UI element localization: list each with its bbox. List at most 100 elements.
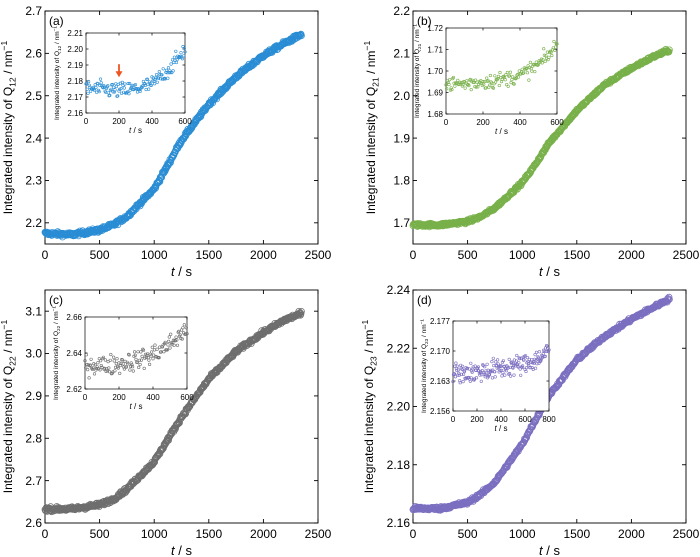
inset-data-point <box>508 74 512 78</box>
inset-data-point <box>481 79 485 84</box>
inset-data-point <box>488 83 492 87</box>
inset-data-point <box>180 337 184 341</box>
inset-data-point <box>462 370 467 374</box>
panel-1: 0 500 1000 1500 2000 25001.71.81.92.02.12.2(b… <box>362 4 699 279</box>
panel-2: 0 500 1000 1500 2000 25002.62.72.82.93.03.1(c… <box>0 289 332 557</box>
inset-data-point <box>163 340 167 345</box>
inset-data-point <box>445 87 449 91</box>
inset-data-point <box>147 358 151 362</box>
main-y-tick-label: 2.8 <box>25 431 42 445</box>
inset-data-point <box>122 367 126 371</box>
inset-data-point <box>482 79 487 84</box>
main-x-tick-label: 1500 <box>195 248 222 262</box>
inset-data-point <box>494 360 498 364</box>
main-x-tick-label: 500 <box>458 248 478 262</box>
panel-3: 0 500 1000 1500 2000 25002.162.182.202.222.24… <box>360 283 699 557</box>
inset-data-point <box>528 60 533 65</box>
data-point <box>666 46 673 54</box>
inset-data-point <box>178 333 182 337</box>
inset-data-point <box>453 84 457 88</box>
inset-data-point <box>462 372 466 376</box>
inset-data-point <box>118 363 122 368</box>
inset-data-point <box>521 71 525 75</box>
inset-data-point <box>148 352 152 356</box>
inset-data-point <box>149 354 153 358</box>
inset-data-point <box>155 72 159 77</box>
inset-data-point <box>531 367 535 372</box>
inset-data-point <box>168 346 172 350</box>
main-y-tick-label: 2.18 <box>387 458 411 472</box>
inset-data-point <box>469 361 473 365</box>
inset-data-point <box>137 358 141 362</box>
inset-data-point <box>541 58 545 62</box>
inset-data-point <box>138 362 142 367</box>
data-point <box>169 152 177 160</box>
inset-data-point <box>501 370 505 375</box>
inset-data-point <box>126 362 130 366</box>
inset-data-point <box>165 348 169 352</box>
main-x-tick-label: 1500 <box>195 527 222 541</box>
inset-data-point <box>522 71 526 75</box>
inset-data-point <box>500 374 504 378</box>
inset-data-point <box>103 358 107 362</box>
inset-x-tick-label: 200 <box>112 117 126 126</box>
inset-data-point <box>526 362 531 366</box>
y-axis-label: Integrated intensity of Q23 / nm−1 <box>360 320 378 494</box>
main-y-tick-label: 2.6 <box>25 47 42 61</box>
inset-data-point <box>520 365 524 370</box>
data-point <box>662 48 669 56</box>
inset-data-point <box>460 372 464 377</box>
inset-data-point <box>174 49 178 53</box>
inset-data-point <box>461 83 465 87</box>
inset-data-point <box>169 332 173 336</box>
inset-data-point <box>135 87 139 91</box>
inset-x-tick-label: 0 <box>444 118 449 127</box>
inset-data-point <box>530 358 534 362</box>
inset-y-tick-label: 1.69 <box>427 88 443 97</box>
inset-y-tick-label: 2.17 <box>67 93 83 102</box>
inset-data-point <box>130 363 134 367</box>
inset-data-point <box>507 357 511 362</box>
main-x-tick-label: 1000 <box>509 248 536 262</box>
inset-data-point <box>518 357 522 361</box>
main-x-tick-label: 1000 <box>141 248 168 262</box>
inset-data-point <box>86 368 90 372</box>
inset-data-point <box>530 69 534 73</box>
inset-data-point <box>111 355 116 359</box>
inset-data-point <box>98 359 103 363</box>
main-x-tick-label: 500 <box>90 248 110 262</box>
inset-data-point <box>162 350 166 354</box>
main-x-tick-label: 2000 <box>250 248 277 262</box>
inset-data-point <box>88 364 92 368</box>
inset-data-point <box>518 367 522 371</box>
inset-data-point <box>157 69 161 74</box>
main-y-tick-label: 1.7 <box>393 216 410 230</box>
inset-data-point <box>453 375 458 379</box>
inset-data-point <box>118 371 122 376</box>
inset-data-point <box>85 87 89 91</box>
inset-data-point <box>457 371 461 376</box>
inset-data-point <box>133 350 137 354</box>
inset-data-point <box>444 83 448 87</box>
inset-data-point <box>91 366 95 370</box>
inset-x-axis-label: t / s <box>495 127 508 136</box>
inset-data-point <box>483 365 487 369</box>
inset-data-point <box>106 84 110 88</box>
inset-data-point <box>542 349 546 353</box>
inset-data-point <box>484 369 488 373</box>
inset-data-point <box>506 366 510 370</box>
inset-data-point <box>97 89 101 94</box>
inset-y-axis-label: Integrated intensity of Q21 / nm−1 <box>412 24 422 118</box>
inset-data-point <box>155 80 159 84</box>
inset-data-point <box>543 354 547 359</box>
inset-data-point <box>86 79 91 84</box>
inset-data-point <box>159 77 163 81</box>
inset-data-point <box>517 361 521 365</box>
inset-data-point <box>488 73 493 78</box>
inset-x-tick-label: 400 <box>513 118 527 127</box>
inset-data-point <box>520 67 524 71</box>
inset-data-point <box>145 77 149 81</box>
inset-data-point <box>555 42 559 46</box>
inset-data-point <box>449 86 453 90</box>
inset-data-point <box>474 85 478 89</box>
